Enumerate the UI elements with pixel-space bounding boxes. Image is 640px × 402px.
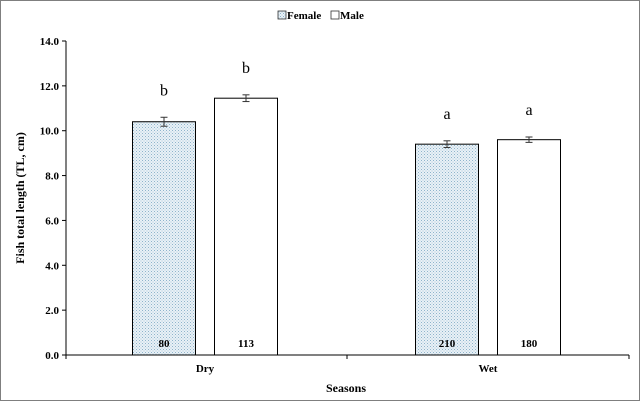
- legend-swatch-female: [277, 10, 287, 20]
- bars: b 80 a 210 b 113 a 180: [132, 60, 561, 356]
- legend-label-female: Female: [287, 10, 321, 22]
- x-tick-label: Wet: [479, 363, 498, 375]
- legend-label-male: Male: [340, 10, 364, 22]
- y-tick-label: 10.0: [40, 126, 60, 138]
- bar-female-wet: [415, 143, 479, 356]
- x-axis-label: Seasons: [326, 381, 366, 395]
- significance-letter: a: [443, 106, 450, 123]
- x-tick-label: Dry: [196, 363, 215, 375]
- sample-size-label: 180: [521, 338, 538, 350]
- legend-swatch-male: [330, 10, 340, 20]
- sample-size-label: 80: [159, 338, 171, 350]
- significance-letter: b: [242, 60, 250, 77]
- bar-male-dry: [214, 97, 278, 356]
- significance-letter: b: [160, 82, 168, 99]
- y-tick-label: 6.0: [45, 215, 59, 227]
- y-axis-label: Fish total length (TL, cm): [13, 132, 27, 264]
- bar-male-wet: [497, 139, 561, 356]
- y-tick-label: 12.0: [40, 81, 60, 93]
- sample-size-label: 210: [439, 338, 456, 350]
- y-tick-label: 4.0: [45, 260, 59, 272]
- y-tick-label: 8.0: [45, 171, 59, 183]
- y-tick-label: 2.0: [45, 305, 59, 317]
- bar-female-dry: [132, 121, 196, 356]
- y-tick-label: 14.0: [40, 36, 60, 48]
- significance-letter: a: [525, 102, 532, 119]
- legend: Female Male: [277, 10, 364, 22]
- sample-size-label: 113: [238, 338, 254, 350]
- y-tick-label: 0.0: [45, 350, 59, 362]
